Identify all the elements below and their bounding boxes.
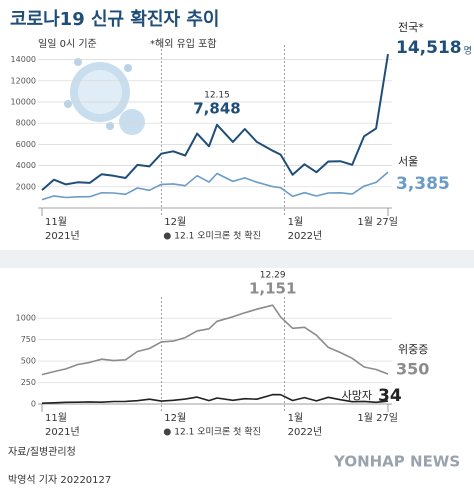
series-line: [41, 304, 389, 376]
series-line: [41, 393, 389, 404]
note: *해외 유입 포함: [150, 37, 217, 50]
y-tick-label: 10000: [11, 98, 36, 107]
separator: [0, 250, 474, 268]
y-tick-label: 1000: [16, 314, 36, 323]
subtitle: 일일 0시 기준: [38, 38, 97, 50]
end-value-label: 350: [396, 360, 429, 379]
x-tick-label: 1월 27일: [357, 216, 398, 228]
x-tick-label: 12월: [164, 216, 186, 228]
year-label: 2021년: [45, 426, 80, 438]
end-value-label: 34: [378, 386, 402, 406]
series-line: [41, 171, 389, 201]
annotation-date: 12.29: [260, 271, 286, 281]
source: 자료/질병관리청: [8, 446, 76, 458]
y-tick-label: 6000: [16, 140, 36, 149]
y-tick-label: 0: [31, 400, 36, 409]
y-tick-label: 8000: [16, 119, 36, 128]
annotation-date: 12.15: [204, 90, 230, 100]
omicron-marker: [163, 232, 171, 240]
legend-entry: 전국*: [398, 21, 424, 34]
legend-entry: 서울: [398, 155, 418, 168]
y-tick-label: 750: [21, 335, 36, 344]
omicron-label: 12.1 오미크론 첫 확진: [174, 426, 261, 438]
end-value-label: 14,518: [396, 38, 462, 58]
watermark: YONHAP NEWS: [333, 453, 460, 471]
x-tick-label: 1월: [288, 216, 304, 228]
omicron-label: 12.1 오미크론 첫 확진: [174, 230, 261, 242]
end-value-unit: 명: [464, 46, 472, 57]
year-label: 2022년: [288, 230, 323, 242]
y-tick-label: 14000: [11, 55, 36, 64]
title: 코로나19 신규 확진자 추이: [10, 9, 219, 30]
y-tick-label: 250: [21, 378, 36, 387]
y-tick-label: 12000: [11, 76, 36, 85]
x-tick-label: 1월: [288, 412, 304, 424]
omicron-marker: [163, 428, 171, 436]
end-value-label: 3,385: [396, 174, 450, 194]
series-line: [41, 53, 389, 191]
x-tick-label: 1월 27일: [357, 412, 398, 424]
y-tick-label: 4000: [16, 161, 36, 170]
y-tick-label: 2000: [16, 182, 36, 191]
x-tick-label: 11월: [45, 412, 67, 424]
legend-entry: 사망자: [342, 389, 372, 402]
annotation-value: 1,151: [249, 280, 296, 298]
x-tick-label: 11월: [45, 216, 67, 228]
y-tick-label: 500: [21, 357, 36, 366]
legend-entry: 위중증: [398, 343, 428, 356]
year-label: 2021년: [45, 230, 80, 242]
credit: 박영석 기자 20220127: [8, 474, 111, 486]
x-tick-label: 12월: [164, 412, 186, 424]
annotation-value: 7,848: [193, 99, 240, 117]
year-label: 2022년: [288, 426, 323, 438]
